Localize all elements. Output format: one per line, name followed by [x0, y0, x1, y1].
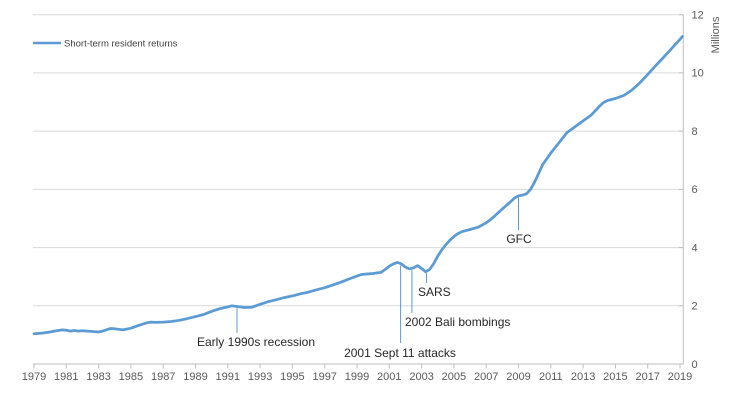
x-tick-label-2015: 2015 [603, 371, 627, 383]
legend-label: Short-term resident returns [64, 39, 178, 50]
x-tick-label-1995: 1995 [280, 371, 304, 383]
y-tick-label-4: 4 [692, 242, 698, 254]
annotation-label-gfc: GFC [506, 232, 532, 246]
x-tick-label-2001: 2001 [377, 371, 401, 383]
x-tick-label-1985: 1985 [119, 371, 143, 383]
x-tick-label-1989: 1989 [183, 371, 207, 383]
annotation-label-2002-bali-bombings: 2002 Bali bombings [405, 315, 510, 329]
x-tick-label-1979: 1979 [22, 371, 46, 383]
x-tick-label-2013: 2013 [571, 371, 595, 383]
x-tick-label-2003: 2003 [409, 371, 433, 383]
annotations: Early 1990s recession 2001 Sept 11 attack… [197, 197, 532, 360]
x-tick-label-1991: 1991 [216, 371, 240, 383]
legend: Short-term resident returns [33, 39, 178, 50]
y-tick-label-2: 2 [692, 301, 698, 313]
gridlines [33, 14, 684, 307]
annotation-label-early-1990s-recession: Early 1990s recession [197, 335, 315, 349]
x-tick-label-2011: 2011 [539, 371, 563, 383]
y-tick-label-6: 6 [692, 184, 698, 196]
x-tick-label-1993: 1993 [248, 371, 272, 383]
x-tick-label-1983: 1983 [86, 371, 110, 383]
y-tick-label-0: 0 [692, 359, 698, 371]
annotation-label-2001-sept-11-attacks: 2001 Sept 11 attacks [344, 346, 456, 360]
axes: 1979 1981 1983 1985 1987 1989 1991 1993 1995 1997… [22, 10, 704, 384]
x-tick-label-2017: 2017 [635, 371, 659, 383]
x-tick-label-2007: 2007 [474, 371, 498, 383]
x-tick-label-2009: 2009 [506, 371, 530, 383]
x-tick-label-1997: 1997 [312, 371, 336, 383]
x-tick-label-1987: 1987 [151, 371, 175, 383]
x-tick-label-2019: 2019 [668, 371, 692, 383]
y-tick-label-12: 12 [692, 10, 704, 22]
x-tick-label-2005: 2005 [442, 371, 466, 383]
series-line-short-term-resident-returns [32, 35, 684, 336]
x-tick-label-1981: 1981 [54, 371, 78, 383]
annotation-label-sars: SARS [418, 285, 451, 299]
y-tick-label-10: 10 [692, 68, 704, 80]
y-axis-title: Millions [710, 16, 722, 53]
y-tick-label-8: 8 [692, 126, 698, 138]
series-lines [32, 35, 684, 336]
x-tick-label-1999: 1999 [345, 371, 369, 383]
